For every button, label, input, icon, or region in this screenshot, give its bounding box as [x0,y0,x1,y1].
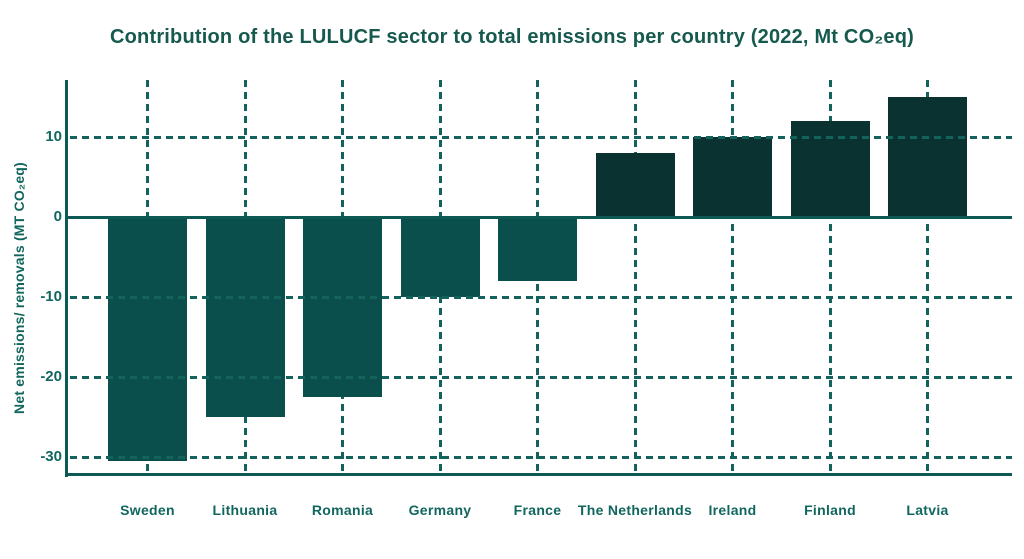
x-axis-label-germany: Germany [408,502,472,518]
x-axis-label-the-netherlands: The Netherlands [577,502,693,518]
bar-ireland [693,137,772,217]
vertical-gridline-the-netherlands [633,80,637,473]
x-axis-label-latvia: Latvia [906,502,949,518]
y-tick-label-10: 10 [45,128,62,145]
x-axis-line [64,472,1012,476]
bar-latvia [888,97,967,217]
x-axis-label-ireland: Ireland [708,502,757,518]
x-axis-label-romania: Romania [311,502,374,518]
vertical-gridline-finland [828,80,832,473]
x-axis-label-lithuania: Lithuania [212,502,278,518]
bar-romania [303,217,382,397]
horizontal-gridline-10 [70,135,1012,139]
horizontal-gridline--30 [70,455,1012,459]
bar-the-netherlands [595,153,675,217]
chart-title: Contribution of the LULUCF sector to tot… [109,26,915,48]
x-axis-label-france: France [513,502,562,518]
vertical-gridline-ireland [731,80,734,473]
y-tick-label--10: -10 [40,288,62,305]
bar-lithuania [205,217,285,417]
x-axis-label-sweden: Sweden [120,502,175,518]
x-axis-label-finland: Finland [804,502,856,518]
bar-germany [400,217,480,297]
horizontal-gridline--10 [70,295,1012,299]
y-tick-label-0: 0 [53,208,62,225]
bar-sweden [108,217,187,461]
horizontal-gridline--20 [70,375,1012,379]
zero-line [66,215,1012,219]
bar-france [498,217,577,281]
y-tick-label--20: -20 [40,368,62,385]
y-tick-label--30: -30 [40,448,62,465]
vertical-gridline-latvia [926,80,929,473]
y-axis-line [64,80,68,477]
